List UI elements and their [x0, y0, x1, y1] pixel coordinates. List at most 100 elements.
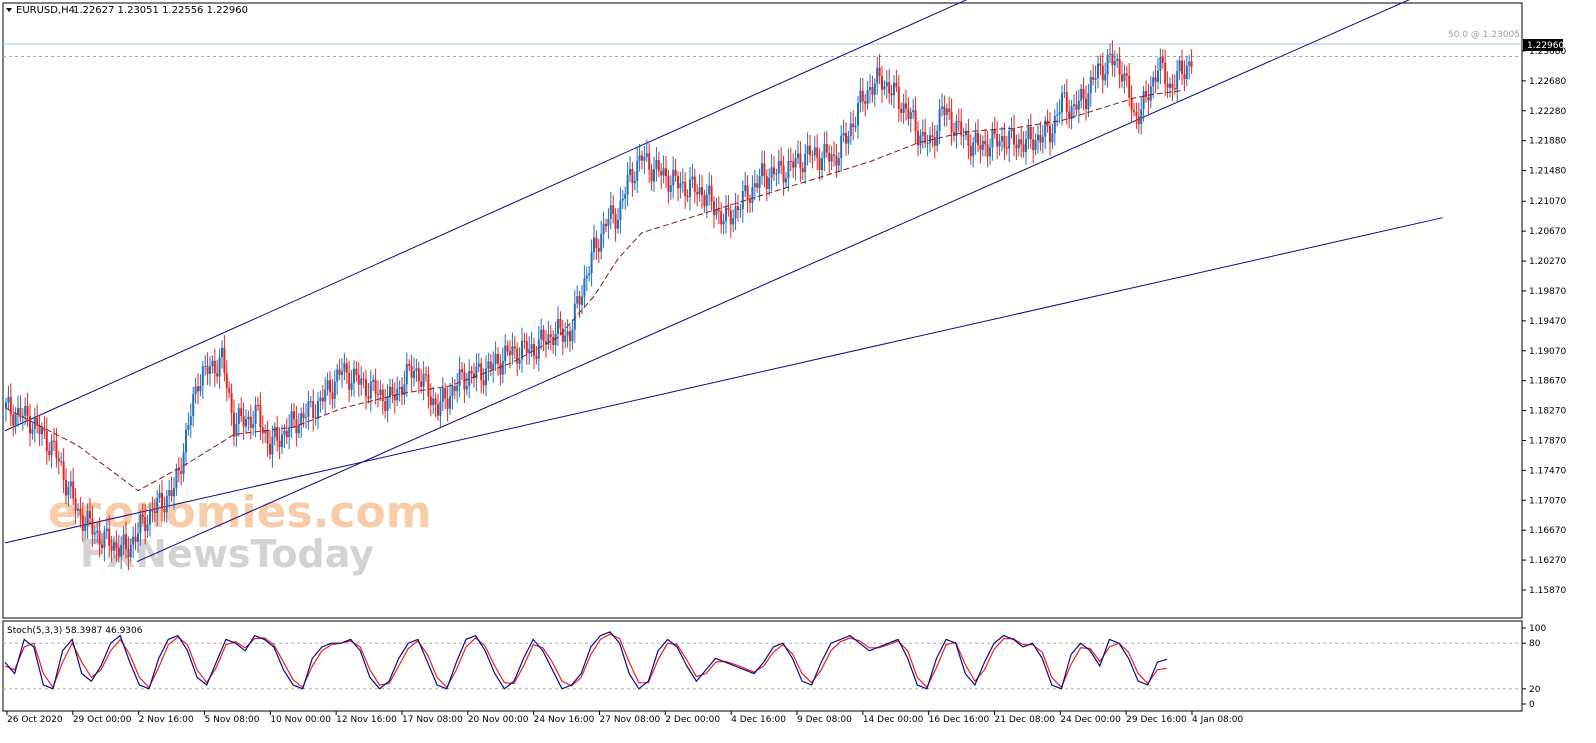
price-axis: 1.23080 1.22680 1.22280 1.21880 1.21480 1.210… [1522, 47, 1566, 596]
candle-body [662, 168, 665, 176]
candle-body [489, 361, 492, 370]
candle-body [833, 154, 835, 156]
candle-body [1092, 76, 1095, 80]
candle-body [1003, 136, 1006, 148]
price-tick-label: 1.21070 [1529, 197, 1566, 207]
candle-body [254, 404, 257, 424]
candle-body [153, 511, 156, 513]
candle-body [1058, 112, 1061, 115]
candle-body [285, 430, 288, 438]
candle-body [965, 132, 967, 136]
candle-body [660, 171, 663, 176]
candle-body [434, 398, 437, 405]
candle-body [581, 296, 583, 305]
candle-body [72, 481, 75, 499]
candle-body [588, 273, 591, 276]
price-tick-label: 1.18270 [1529, 407, 1566, 417]
candle-body [137, 533, 139, 542]
candle-body [1149, 86, 1152, 101]
candle-body [530, 343, 533, 350]
candle-body [650, 169, 653, 182]
candle-body [653, 168, 655, 182]
candle-body [1123, 73, 1126, 82]
candle-body [504, 345, 507, 361]
candle-body [557, 319, 559, 334]
candle-body [849, 123, 852, 137]
candle-body [566, 331, 569, 336]
candle-body [734, 206, 737, 219]
candle-body [5, 402, 7, 409]
candle-body [823, 144, 826, 159]
candle-body [333, 381, 336, 399]
candle-body [681, 181, 684, 184]
candle-body [386, 397, 389, 411]
candle-body [96, 530, 99, 533]
candle-body [585, 275, 588, 279]
candle-body [873, 83, 876, 95]
candle-body [125, 534, 127, 549]
price-tick-label: 1.21480 [1529, 167, 1566, 177]
candle-body [941, 106, 943, 109]
candle-body [854, 125, 857, 128]
candle-body [115, 542, 118, 548]
candle-body [768, 177, 771, 189]
candle-body [218, 357, 221, 377]
candle-body [749, 200, 751, 203]
candle-body [655, 160, 658, 169]
candle-body [60, 461, 63, 463]
candle-body [794, 158, 797, 168]
time-tick-label: 29 Dec 16:00 [1126, 715, 1187, 725]
candle-body [429, 396, 432, 406]
trendline [4, 217, 1443, 544]
candle-body [648, 153, 651, 170]
candle-body [9, 396, 12, 415]
candle-body [602, 223, 605, 235]
symbol-dropdown-icon[interactable] [6, 8, 12, 12]
candle-body [1135, 111, 1138, 117]
candle-body [293, 411, 295, 420]
candle-body [545, 341, 547, 345]
candle-body [525, 341, 528, 354]
candle-body [403, 384, 406, 396]
candle-body [1171, 83, 1174, 89]
candle-body [499, 363, 502, 375]
candle-body [859, 90, 862, 103]
candle-body [1049, 125, 1051, 143]
candle-body [1161, 57, 1164, 63]
time-tick-label: 20 Nov 00:00 [468, 715, 529, 725]
candle-body [67, 486, 70, 496]
candle-body [717, 209, 720, 212]
candle-body [713, 201, 715, 215]
candle-body [389, 386, 391, 398]
candle-body [314, 417, 317, 419]
candle-body [619, 200, 622, 221]
candle-body [129, 544, 132, 558]
candle-body [1190, 61, 1193, 68]
ohlc-values: 1.22627 1.23051 1.22556 1.22960 [73, 5, 248, 16]
candle-body [1137, 116, 1140, 125]
candle-body [449, 396, 451, 409]
candle-body [561, 328, 564, 342]
candle-body [876, 67, 879, 84]
candle-body [905, 103, 907, 109]
candle-body [801, 168, 804, 173]
candle-body [482, 380, 485, 386]
candle-body [249, 416, 252, 428]
candle-body [213, 360, 216, 374]
candle-body [132, 536, 135, 545]
candle-body [225, 372, 228, 389]
candle-body [732, 218, 735, 225]
candle-body [869, 87, 871, 90]
candle-body [993, 129, 996, 134]
candle-body [103, 531, 106, 548]
candle-body [108, 528, 111, 546]
candle-body [19, 408, 22, 418]
candle-body [1145, 91, 1147, 97]
candle-body [113, 542, 115, 551]
candle-body [912, 110, 915, 113]
candle-body [792, 161, 795, 168]
price-tick-label: 1.18670 [1529, 377, 1566, 387]
candle-body [537, 339, 540, 359]
candle-body [209, 366, 211, 374]
candle-body [91, 518, 94, 535]
